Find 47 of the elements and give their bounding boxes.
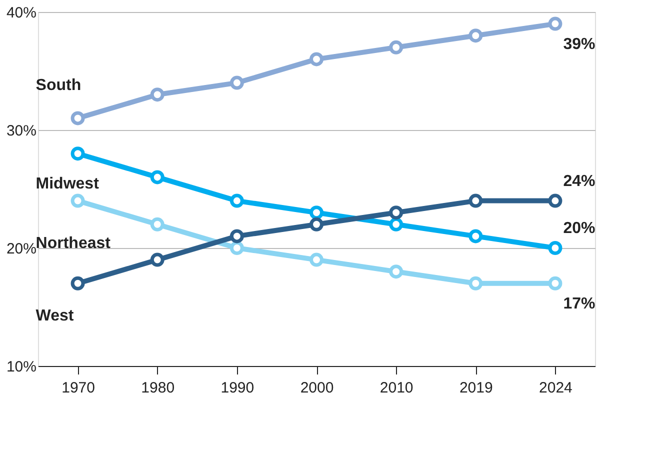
x-tick-label: 1990 xyxy=(220,380,254,396)
x-tick-label: 1980 xyxy=(141,380,175,396)
point xyxy=(310,206,324,220)
point xyxy=(70,194,85,208)
point xyxy=(230,194,244,208)
point xyxy=(468,276,483,290)
series-label: Midwest xyxy=(36,176,100,193)
point xyxy=(389,40,404,54)
point xyxy=(389,264,404,279)
point xyxy=(230,229,244,244)
x-tick-label: 2000 xyxy=(300,380,334,396)
point xyxy=(468,229,483,244)
point xyxy=(548,276,562,290)
series-label: Northeast xyxy=(36,234,112,252)
x-tick-label: 1970 xyxy=(62,380,95,396)
y-tick-label: 40% xyxy=(6,4,36,22)
data-label: 24% xyxy=(563,172,596,190)
y-tick-label: 10% xyxy=(6,358,36,376)
data-label: 20% xyxy=(563,220,596,237)
point xyxy=(150,88,164,102)
point xyxy=(70,111,85,126)
series-label: West xyxy=(36,307,74,324)
point xyxy=(389,206,404,220)
point xyxy=(230,76,244,90)
x-tick-label: 2010 xyxy=(380,380,414,396)
point xyxy=(310,217,324,232)
y-tick-label: 20% xyxy=(6,240,36,258)
point xyxy=(468,28,483,43)
data-label: 39% xyxy=(563,36,596,53)
x-tick-label: 2024 xyxy=(539,380,572,396)
point xyxy=(150,252,164,267)
point xyxy=(548,194,562,208)
point xyxy=(150,170,164,184)
point xyxy=(548,16,562,31)
data-label: 17% xyxy=(563,295,596,312)
point xyxy=(70,146,85,161)
y-tick-label: 30% xyxy=(6,122,36,140)
point xyxy=(468,194,483,208)
series-label: South xyxy=(36,77,82,94)
point xyxy=(389,217,404,232)
point xyxy=(230,241,244,255)
x-tick-label: 2019 xyxy=(459,380,493,396)
point xyxy=(548,241,562,255)
point xyxy=(150,217,164,232)
point xyxy=(310,252,324,267)
point xyxy=(310,52,324,66)
point xyxy=(70,276,85,290)
